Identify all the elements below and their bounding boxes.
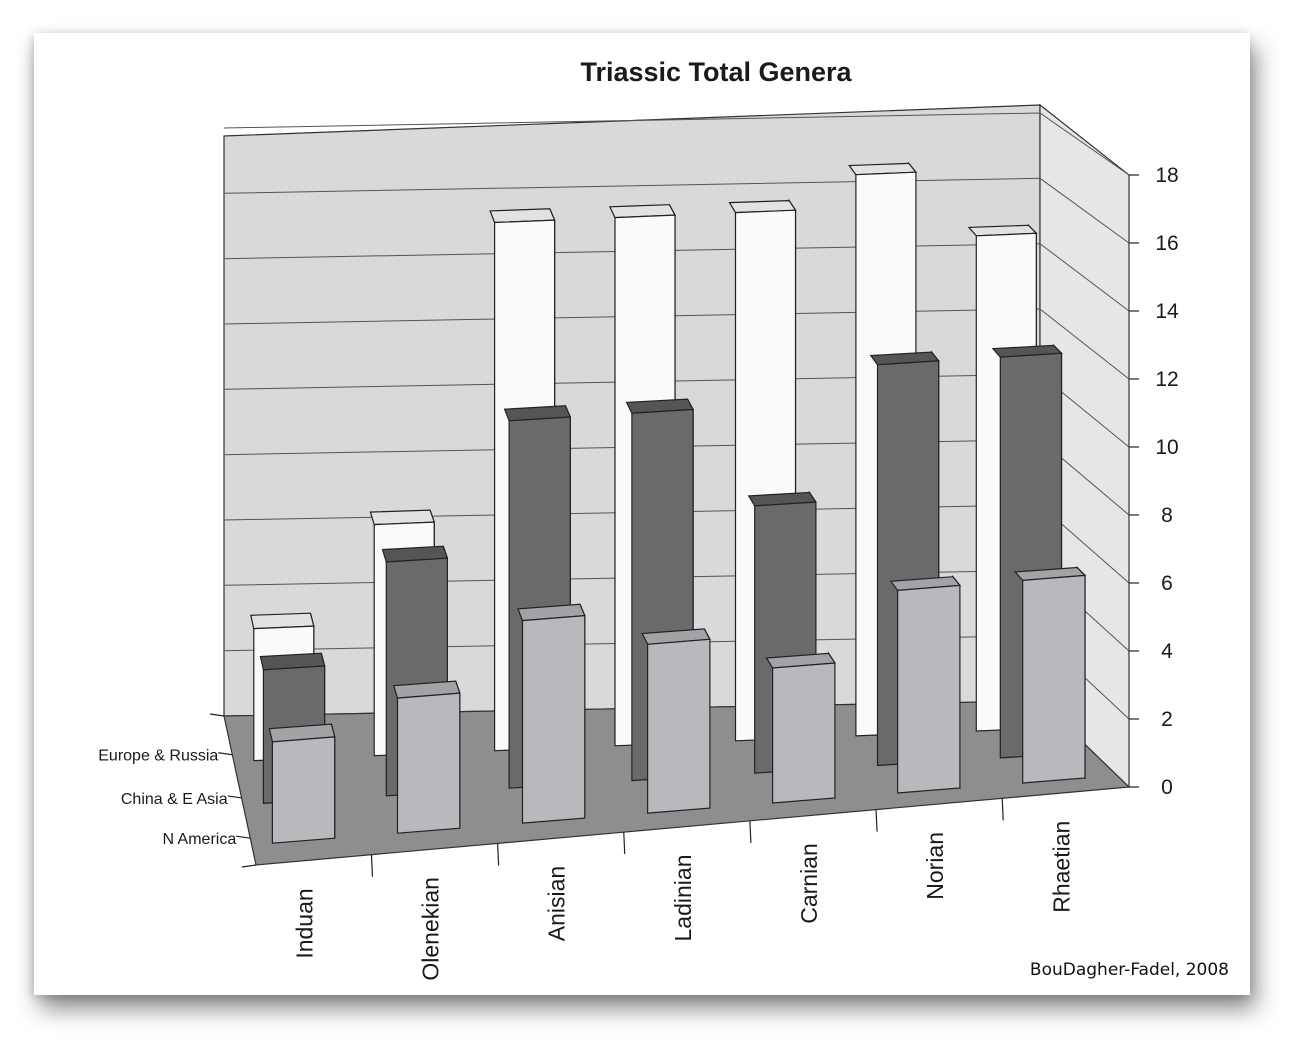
x-tick-label-olenekian: Olenekian <box>418 877 444 981</box>
bar-front <box>771 662 836 804</box>
bar-front <box>396 692 461 834</box>
y-tick-label: 12 <box>1155 368 1178 391</box>
series-axis-tick <box>227 795 242 799</box>
bar-n-america-anisian <box>517 603 586 824</box>
series-axis-tick <box>236 835 251 839</box>
series-axis-tick <box>209 713 225 717</box>
series-axis-tick <box>241 864 257 868</box>
bar-front <box>1022 574 1086 784</box>
chart-card: Triassic Total Genera BouDagher-Fadel, 2… <box>34 33 1250 995</box>
bar-front <box>896 584 961 794</box>
bar-n-america-ladinian <box>641 628 711 814</box>
x-tick-label-anisian: Anisian <box>544 866 570 941</box>
bar-front <box>646 638 711 814</box>
x-tick-label-carnian: Carnian <box>796 843 822 924</box>
y-tick-label: 16 <box>1155 232 1178 255</box>
y-tick-label: 2 <box>1161 708 1173 731</box>
x-tick-mark <box>749 820 752 843</box>
y-tick-label: 10 <box>1155 436 1178 459</box>
series-label-n-america: N America <box>162 831 236 848</box>
bar-n-america-olenekian <box>392 680 461 834</box>
bar-front <box>271 736 336 844</box>
bar-front <box>521 614 586 824</box>
bar-n-america-norian <box>889 574 962 794</box>
gridline <box>223 177 1130 244</box>
x-tick-label-rhaetian: Rhaetian <box>1048 821 1074 913</box>
y-tick-label: 18 <box>1155 164 1178 187</box>
bar-n-america-induan <box>268 723 336 844</box>
gridline <box>223 112 1130 176</box>
x-tick-mark <box>1001 798 1004 821</box>
series-label-europe-and-russia: Europe & Russia <box>98 748 218 765</box>
y-tick-label: 6 <box>1161 572 1173 595</box>
x-tick-mark <box>875 809 878 832</box>
x-tick-mark <box>623 832 626 855</box>
y-tick-label: 14 <box>1155 300 1179 323</box>
x-tick-mark <box>370 854 374 877</box>
series-label-china-and-e-asia: China & E Asia <box>121 791 228 808</box>
x-tick-label-induan: Induan <box>291 888 317 958</box>
bar-n-america-rhaetian <box>1013 566 1087 784</box>
bar-n-america-carnian <box>765 651 836 804</box>
y-tick-label: 0 <box>1161 776 1173 799</box>
y-tick-label: 4 <box>1161 640 1173 663</box>
plot-area: 0 2 4 6 8 10 12 14 16 18 Induan Olenekian Anisian Lad… <box>98 103 1179 981</box>
x-tick-mark <box>497 843 500 866</box>
chart-title: Triassic Total Genera <box>580 57 852 87</box>
x-tick-label-norian: Norian <box>922 832 948 900</box>
x-tick-label-ladinian: Ladinian <box>670 855 696 942</box>
y-tick-label: 8 <box>1161 504 1173 527</box>
series-axis-tick <box>218 752 233 756</box>
source-credit: BouDagher-Fadel, 2008 <box>1030 960 1229 980</box>
chart: Triassic Total Genera BouDagher-Fadel, 2… <box>98 57 1229 981</box>
